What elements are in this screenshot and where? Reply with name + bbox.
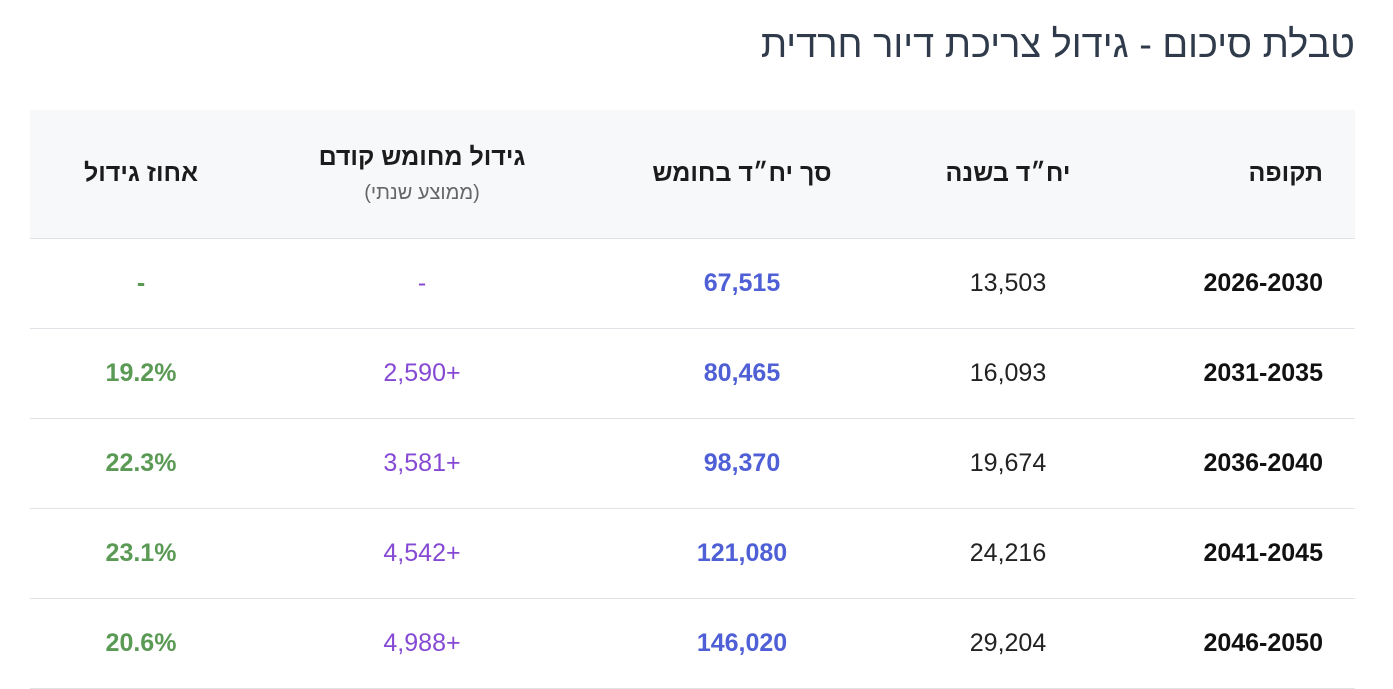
header-cell: גידול מחומש קודם (ממוצע שנתי) — [252, 110, 592, 238]
table-row: 2036-2040 19,674 98,370 +3,581 22.3% — [30, 418, 1355, 508]
header-text: גידול מחומש קודם — [318, 142, 526, 171]
table-cell: 67,515 — [703, 268, 781, 297]
table-cell: 2031-2035 — [1203, 358, 1323, 387]
table-cell: 121,080 — [696, 538, 788, 567]
table-cell: 2036-2040 — [1203, 448, 1323, 477]
table-cell: 20.6% — [105, 628, 177, 657]
table-cell: 80,465 — [703, 358, 781, 387]
table-cell: 146,020 — [696, 628, 788, 657]
summary-table: תקופה יח״ד בשנה סך יח״ד בחומש גידול מחומ… — [30, 110, 1355, 689]
table-cell: 2041-2045 — [1203, 538, 1323, 567]
table-cell: 23.1% — [105, 538, 177, 567]
header-cell: אחוז גידול — [83, 159, 199, 188]
table-row: 2031-2035 16,093 80,465 +2,590 19.2% — [30, 328, 1355, 418]
table-cell: 2026-2030 — [1203, 268, 1323, 297]
table-cell: - — [417, 268, 427, 297]
page-title: טבלת סיכום - גידול צריכת דיור חרדית — [760, 24, 1355, 66]
table-header: תקופה יח״ד בשנה סך יח״ד בחומש גידול מחומ… — [30, 110, 1355, 238]
table-body: 2026-2030 13,503 67,515 - - 2031-2035 16,093 80… — [30, 238, 1355, 688]
table-cell: +4,988 — [383, 628, 461, 657]
header-cell: יח״ד בשנה — [945, 159, 1071, 188]
table-cell: 16,093 — [969, 358, 1047, 387]
header-row: תקופה יח״ד בשנה סך יח״ד בחומש גידול מחומ… — [30, 110, 1355, 238]
table-cell: 22.3% — [105, 448, 177, 477]
table-cell: +3,581 — [383, 448, 461, 477]
header-cell: תקופה — [1248, 159, 1323, 188]
table-cell: +4,542 — [383, 538, 461, 567]
table-row: 2026-2030 13,503 67,515 - - — [30, 238, 1355, 328]
table-cell: 13,503 — [969, 268, 1047, 297]
table-row: 2046-2050 29,204 146,020 +4,988 20.6% — [30, 598, 1355, 688]
table-row: 2041-2045 24,216 121,080 +4,542 23.1% — [30, 508, 1355, 598]
table-cell: 29,204 — [969, 628, 1047, 657]
table-cell: 2046-2050 — [1203, 628, 1323, 657]
table-cell: 24,216 — [969, 538, 1047, 567]
table-cell: 98,370 — [703, 448, 781, 477]
table-cell: - — [136, 268, 146, 297]
header-note: (ממוצע שנתי) — [364, 181, 480, 204]
table-cell: 19,674 — [969, 448, 1047, 477]
header-cell: סך יח״ד בחומש — [652, 159, 832, 188]
table-cell: +2,590 — [383, 358, 461, 387]
table-cell: 19.2% — [105, 358, 177, 387]
